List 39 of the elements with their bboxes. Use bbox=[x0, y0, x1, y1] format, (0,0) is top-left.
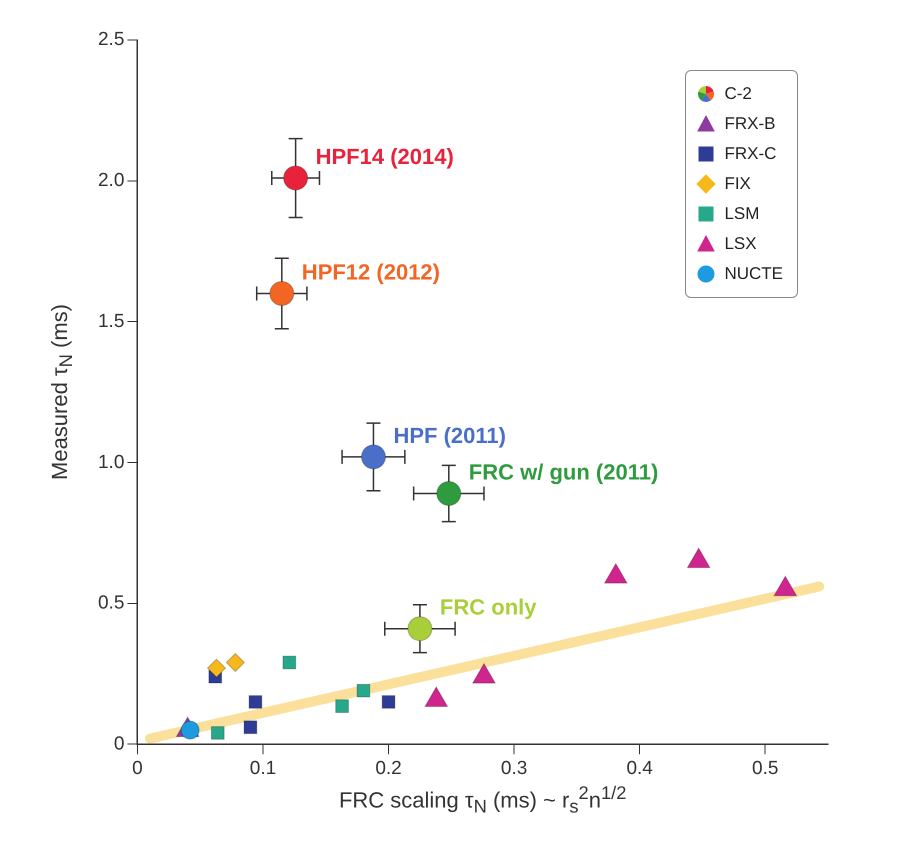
legend-label: NUCTE bbox=[724, 264, 783, 284]
legend-label: FRX-B bbox=[724, 114, 776, 134]
y-tick-label: 0.5 bbox=[98, 592, 124, 614]
y-tick-label: 2.0 bbox=[98, 170, 124, 192]
x-tick-label: 0 bbox=[132, 758, 143, 779]
x-tick-label: 0.2 bbox=[375, 758, 402, 779]
legend-label: C-2 bbox=[724, 84, 752, 104]
annotation: HPF12 (2012) bbox=[302, 260, 440, 285]
x-tick-label: 0.3 bbox=[500, 758, 528, 779]
point bbox=[244, 720, 258, 734]
legend-label: LSM bbox=[724, 204, 760, 224]
legend-label: FRX-C bbox=[724, 144, 776, 164]
annotation: HPF14 (2014) bbox=[316, 144, 454, 170]
annotation: HPF (2011) bbox=[393, 422, 506, 448]
point bbox=[210, 726, 225, 740]
point bbox=[269, 281, 294, 306]
point bbox=[335, 699, 349, 714]
point bbox=[207, 658, 226, 678]
point bbox=[382, 695, 396, 709]
point bbox=[283, 166, 308, 191]
y-tick-label: 2.5 bbox=[98, 29, 124, 50]
point bbox=[282, 656, 296, 670]
y-tick-label: 1.5 bbox=[98, 310, 124, 332]
y-tick-label: 1.0 bbox=[98, 452, 124, 473]
point bbox=[407, 616, 432, 642]
x-tick-label: 0.5 bbox=[752, 758, 778, 779]
x-axis-title: FRC scaling τ$_{N}$ (ms) ~ r$_{s}$$^{2}$n$^{1/2}$ bbox=[338, 782, 626, 818]
point bbox=[436, 481, 462, 506]
y-tick-label: 0 bbox=[114, 733, 124, 754]
x-tick-label: 0.1 bbox=[250, 758, 276, 779]
annotation: FRC w/ gun (2011) bbox=[468, 460, 658, 485]
point bbox=[356, 684, 370, 698]
x-tick-label: 0.4 bbox=[626, 758, 654, 779]
legend-label: LSX bbox=[724, 234, 757, 254]
point bbox=[248, 695, 262, 709]
annotation: FRC only bbox=[440, 594, 538, 620]
legend-label: FIX bbox=[724, 174, 751, 194]
point bbox=[360, 444, 386, 470]
point bbox=[226, 653, 245, 672]
